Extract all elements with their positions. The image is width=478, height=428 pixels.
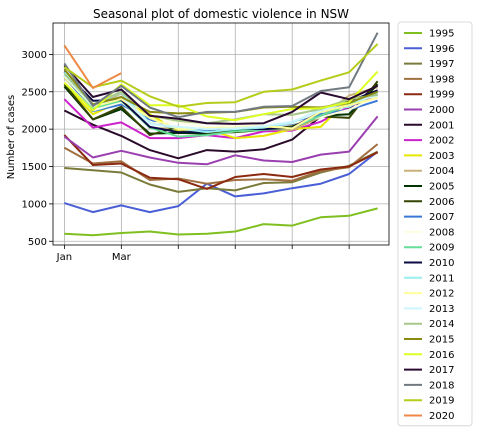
legend-label-2017: 2017 — [429, 365, 454, 376]
legend-label-1999: 1999 — [429, 90, 454, 101]
legend-label-1997: 1997 — [429, 59, 454, 70]
x-tick-label: Jan — [56, 252, 72, 263]
plot-frame — [52, 22, 390, 246]
x-tick-label: Mar — [112, 252, 132, 263]
y-tick-label: 1000 — [22, 199, 47, 210]
legend-label-2013: 2013 — [429, 304, 454, 315]
legend-label-2012: 2012 — [429, 289, 454, 300]
y-tick-label: 3000 — [22, 50, 47, 61]
series-line-2018 — [63, 32, 379, 119]
series-line-1999 — [63, 134, 379, 190]
legend-label-2006: 2006 — [429, 197, 454, 208]
series-line-2019 — [63, 43, 379, 108]
series-line-2020 — [63, 44, 122, 89]
legend-label-2004: 2004 — [429, 166, 454, 177]
series-line-2008 — [63, 80, 379, 129]
legend-label-2011: 2011 — [429, 273, 454, 284]
legend-label-2003: 2003 — [429, 151, 454, 162]
y-tick-label: 1500 — [22, 162, 47, 173]
legend-label-2008: 2008 — [429, 227, 454, 238]
legend-label-2005: 2005 — [429, 182, 454, 193]
legend-label-1996: 1996 — [429, 44, 454, 55]
legend-label-2018: 2018 — [429, 380, 454, 391]
y-tick-label: 2000 — [22, 125, 47, 136]
x-axis-ticks: Jan Mar — [56, 245, 350, 263]
legend-label-2009: 2009 — [429, 243, 454, 254]
legend-label-2001: 2001 — [429, 120, 454, 131]
legend-label-1995: 1995 — [429, 29, 454, 40]
series-line-1998 — [63, 143, 379, 185]
series-line-2002 — [63, 93, 378, 140]
series-line-1997 — [64, 150, 379, 193]
series-lines — [63, 32, 379, 237]
legend-label-2019: 2019 — [429, 396, 454, 407]
series-line-2000 — [63, 115, 379, 166]
legend-label-2007: 2007 — [429, 212, 454, 223]
legend-label-2020: 2020 — [429, 411, 454, 422]
y-axis-label: Number of cases — [6, 95, 17, 179]
legend-label-2002: 2002 — [429, 136, 454, 147]
chart-title: Seasonal plot of domestic violence in NS… — [93, 7, 349, 21]
legend-label-2016: 2016 — [429, 350, 454, 361]
y-tick-label: 500 — [28, 237, 47, 248]
legend-label-2014: 2014 — [429, 319, 454, 330]
legend-label-2015: 2015 — [429, 335, 454, 346]
series-line-1995 — [64, 207, 378, 237]
legend-label-1998: 1998 — [429, 74, 454, 85]
series-line-2017 — [63, 64, 379, 125]
legend: 1995 1996 1997 1998 1999 2000 2001 2002 2003 2004… — [397, 21, 473, 427]
series-line-2009 — [63, 73, 378, 138]
y-tick-label: 2500 — [22, 87, 47, 98]
y-axis-ticks: 500 1000 1500 2000 2500 3000 — [22, 50, 53, 248]
legend-label-2000: 2000 — [429, 105, 454, 116]
legend-label-2010: 2010 — [429, 258, 454, 269]
legend-box — [397, 21, 473, 427]
